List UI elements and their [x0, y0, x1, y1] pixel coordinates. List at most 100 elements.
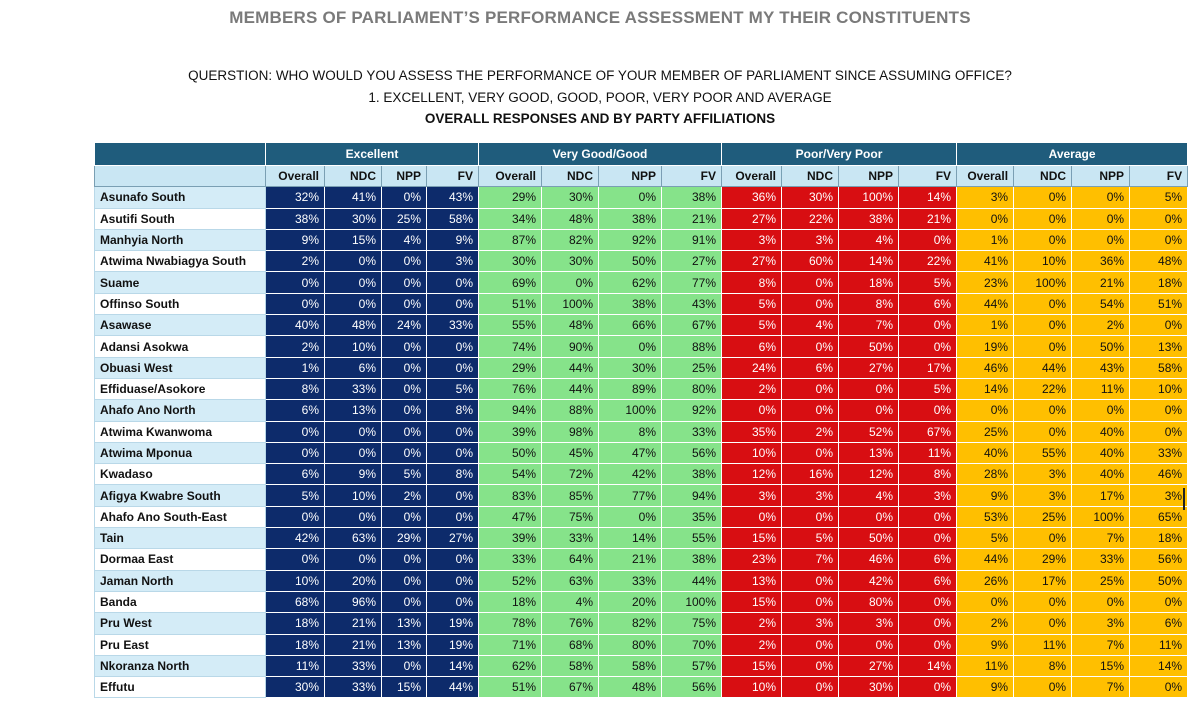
value-cell: 21% — [898, 207, 958, 230]
value-cell: 44% — [1013, 356, 1073, 379]
value-cell: 0% — [1013, 420, 1073, 443]
value-cell: 6% — [898, 548, 958, 571]
constituency-name: Atwima Nwabiagya South — [94, 250, 266, 273]
value-cell: 51% — [478, 676, 543, 699]
value-cell: 11% — [1013, 633, 1073, 656]
value-cell: 40% — [956, 441, 1015, 465]
report-title: MEMBERS OF PARLIAMENT’S PERFORMANCE ASSE… — [229, 8, 971, 27]
value-cell: 94% — [478, 399, 543, 422]
table-row: Atwima Kwanwoma 0% 0% 0% 0% 39% 98% 8% 33% 35% 2% 5… — [94, 420, 1189, 443]
value-cell: 0% — [838, 633, 900, 656]
value-cell: 5% — [425, 377, 480, 401]
value-cell: 8% — [1013, 654, 1073, 678]
value-cell: 19% — [956, 335, 1015, 358]
constituency-name: Adansi Asokwa — [94, 335, 266, 358]
value-cell: 0% — [324, 250, 382, 273]
value-cell: 64% — [541, 548, 600, 571]
value-cell: 46% — [838, 548, 900, 571]
value-cell: 11% — [1129, 633, 1189, 656]
value-cell: 58% — [541, 654, 600, 678]
value-cell: 42% — [838, 569, 900, 592]
constituency-name: Dormaa East — [94, 548, 266, 571]
value-cell: 11% — [956, 654, 1015, 678]
value-cell: 0% — [838, 377, 900, 401]
constituency-name: Obuasi West — [94, 356, 266, 379]
value-cell: 39% — [478, 527, 543, 550]
value-cell: 7% — [781, 548, 840, 571]
value-cell: 0% — [1013, 399, 1073, 422]
value-cell: 44% — [541, 377, 600, 401]
value-cell: 5% — [265, 484, 325, 507]
value-cell: 2% — [721, 377, 783, 401]
value-cell: 0% — [425, 569, 480, 592]
value-cell: 50% — [838, 527, 900, 550]
value-cell: 2% — [781, 420, 840, 443]
value-cell: 3% — [1129, 484, 1189, 507]
value-cell: 75% — [661, 612, 723, 635]
value-cell: 6% — [898, 569, 958, 592]
value-cell: 33% — [661, 420, 723, 443]
value-cell: 63% — [541, 569, 600, 592]
value-cell: 58% — [425, 207, 480, 230]
value-cell: 68% — [265, 590, 325, 614]
value-cell: 20% — [324, 569, 382, 592]
value-cell: 18% — [1129, 527, 1189, 550]
value-cell: 100% — [1013, 271, 1073, 294]
survey-question: QUERSTION: WHO WOULD YOU ASSESS THE PERF… — [188, 68, 1012, 83]
value-cell: 33% — [478, 548, 543, 571]
value-cell: 87% — [478, 228, 543, 252]
value-cell: 50% — [598, 250, 663, 273]
value-cell: 0% — [381, 505, 427, 529]
value-cell: 32% — [265, 186, 325, 209]
value-cell: 0% — [956, 399, 1015, 422]
value-cell: 2% — [265, 250, 325, 273]
constituency-name: Afigya Kwabre South — [94, 484, 266, 507]
table-row: Kwadaso 6% 9% 5% 8% 54% 72% 42% 38% 12% 16% 12% 8% 28… — [94, 463, 1189, 486]
value-cell: 44% — [425, 676, 480, 699]
value-cell: 3% — [781, 612, 840, 635]
value-cell: 0% — [381, 356, 427, 379]
value-cell: 30% — [541, 186, 600, 209]
value-cell: 6% — [324, 356, 382, 379]
value-cell: 0% — [381, 569, 427, 592]
table-row: Pru East 18% 21% 13% 19% 71% 68% 80% 70% 2% 0% 0% 0%… — [94, 633, 1189, 656]
value-cell: 71% — [478, 633, 543, 656]
value-cell: 18% — [1129, 271, 1189, 294]
value-cell: 0% — [898, 399, 958, 422]
column-header-ndc: NDC — [1013, 164, 1073, 188]
value-cell: 0% — [381, 441, 427, 465]
table-row: Pru West 18% 21% 13% 19% 78% 76% 82% 75% 2% 3% 3% 0%… — [94, 612, 1189, 635]
value-cell: 3% — [781, 484, 840, 507]
table-row: Atwima Mponua 0% 0% 0% 0% 50% 45% 47% 56% 10% 0% 13… — [94, 441, 1189, 465]
value-cell: 0% — [781, 590, 840, 614]
value-cell: 1% — [956, 314, 1015, 337]
value-cell: 30% — [265, 676, 325, 699]
value-cell: 0% — [381, 399, 427, 422]
value-cell: 88% — [541, 399, 600, 422]
table-row: Afigya Kwabre South 5% 10% 2% 0% 83% 85% 77% 94%… — [94, 484, 1189, 507]
value-cell: 80% — [838, 590, 900, 614]
constituency-name: Pru East — [94, 633, 266, 656]
value-cell: 42% — [265, 527, 325, 550]
value-cell: 56% — [1129, 548, 1189, 571]
constituency-name: Asawase — [94, 314, 266, 337]
value-cell: 0% — [598, 335, 663, 358]
group-header-excellent: Excellent — [264, 142, 480, 166]
value-cell: 33% — [541, 527, 600, 550]
value-cell: 0% — [425, 356, 480, 379]
value-cell: 39% — [478, 420, 543, 443]
value-cell: 0% — [781, 377, 840, 401]
value-cell: 0% — [425, 335, 480, 358]
constituency-name: Tain — [94, 527, 266, 550]
value-cell: 5% — [721, 292, 783, 316]
constituency-name: Ahafo Ano North — [94, 399, 266, 422]
value-cell: 100% — [838, 186, 900, 209]
value-cell: 23% — [956, 271, 1015, 294]
value-cell: 0% — [1129, 314, 1189, 337]
value-cell: 13% — [721, 569, 783, 592]
value-cell: 52% — [478, 569, 543, 592]
table-row: Asawase 40% 48% 24% 33% 55% 48% 66% 67% 5% 4% 7% 0% 1… — [94, 314, 1189, 337]
value-cell: 0% — [265, 548, 325, 571]
group-header-row: Excellent Very Good/Good Poor/Very Poor … — [94, 142, 1189, 166]
value-cell: 38% — [661, 548, 723, 571]
